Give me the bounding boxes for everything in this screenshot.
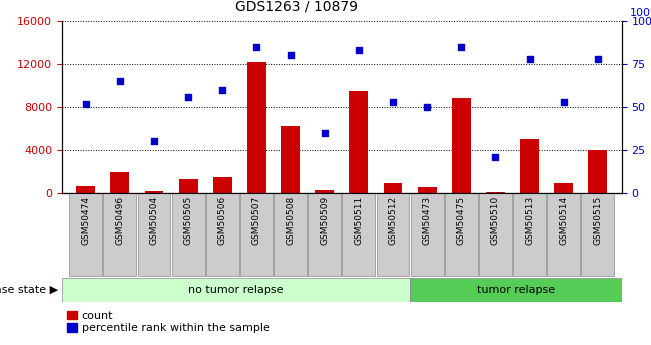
Text: GSM50475: GSM50475 bbox=[457, 196, 465, 245]
Point bbox=[183, 94, 193, 99]
Legend: count, percentile rank within the sample: count, percentile rank within the sample bbox=[68, 311, 270, 333]
Text: tumor relapse: tumor relapse bbox=[477, 285, 555, 295]
Bar bbox=[350, 91, 368, 193]
FancyBboxPatch shape bbox=[137, 193, 171, 276]
FancyBboxPatch shape bbox=[479, 193, 512, 276]
Point bbox=[456, 44, 467, 49]
Text: GSM50507: GSM50507 bbox=[252, 196, 261, 245]
Bar bbox=[520, 139, 539, 193]
Text: GSM50514: GSM50514 bbox=[559, 196, 568, 245]
Text: GSM50505: GSM50505 bbox=[184, 196, 193, 245]
Text: GSM50513: GSM50513 bbox=[525, 196, 534, 245]
Text: no tumor relapse: no tumor relapse bbox=[188, 285, 284, 295]
FancyBboxPatch shape bbox=[411, 193, 443, 276]
FancyBboxPatch shape bbox=[547, 193, 580, 276]
FancyBboxPatch shape bbox=[104, 193, 136, 276]
FancyBboxPatch shape bbox=[172, 193, 204, 276]
Bar bbox=[62, 278, 410, 302]
Point bbox=[490, 154, 501, 160]
Point bbox=[422, 104, 432, 110]
Bar bbox=[418, 187, 437, 193]
FancyBboxPatch shape bbox=[240, 193, 273, 276]
Point bbox=[592, 56, 603, 61]
Point bbox=[559, 99, 569, 105]
Text: GSM50508: GSM50508 bbox=[286, 196, 295, 245]
Bar bbox=[410, 278, 622, 302]
Bar bbox=[589, 150, 607, 193]
FancyBboxPatch shape bbox=[581, 193, 614, 276]
Point bbox=[115, 78, 125, 84]
FancyBboxPatch shape bbox=[376, 193, 409, 276]
Text: GDS1263 / 10879: GDS1263 / 10879 bbox=[235, 0, 357, 14]
Point bbox=[251, 44, 262, 49]
Text: 100%: 100% bbox=[630, 8, 651, 18]
Bar bbox=[452, 98, 471, 193]
Point bbox=[388, 99, 398, 105]
Text: GSM50512: GSM50512 bbox=[389, 196, 398, 245]
FancyBboxPatch shape bbox=[342, 193, 375, 276]
Bar bbox=[111, 171, 130, 193]
Text: GSM50504: GSM50504 bbox=[150, 196, 158, 245]
Bar bbox=[281, 126, 300, 193]
Bar bbox=[315, 190, 334, 193]
FancyBboxPatch shape bbox=[445, 193, 478, 276]
Text: GSM50515: GSM50515 bbox=[593, 196, 602, 245]
Bar bbox=[554, 184, 573, 193]
Text: GSM50511: GSM50511 bbox=[354, 196, 363, 245]
Point bbox=[320, 130, 330, 136]
Text: GSM50496: GSM50496 bbox=[115, 196, 124, 245]
Point bbox=[149, 139, 159, 144]
Bar bbox=[145, 191, 163, 193]
Bar bbox=[76, 186, 95, 193]
Bar bbox=[213, 177, 232, 193]
Bar bbox=[247, 62, 266, 193]
Text: GSM50506: GSM50506 bbox=[218, 196, 227, 245]
Point bbox=[524, 56, 534, 61]
Bar bbox=[383, 184, 402, 193]
FancyBboxPatch shape bbox=[513, 193, 546, 276]
Point bbox=[217, 87, 227, 92]
Point bbox=[285, 52, 296, 58]
Point bbox=[81, 101, 91, 106]
Bar bbox=[486, 191, 505, 193]
Point bbox=[353, 47, 364, 53]
Bar bbox=[179, 179, 197, 193]
FancyBboxPatch shape bbox=[70, 193, 102, 276]
Text: disease state ▶: disease state ▶ bbox=[0, 285, 59, 295]
FancyBboxPatch shape bbox=[274, 193, 307, 276]
FancyBboxPatch shape bbox=[309, 193, 341, 276]
Text: GSM50473: GSM50473 bbox=[422, 196, 432, 245]
FancyBboxPatch shape bbox=[206, 193, 239, 276]
Text: GSM50510: GSM50510 bbox=[491, 196, 500, 245]
Text: GSM50474: GSM50474 bbox=[81, 196, 90, 245]
Text: GSM50509: GSM50509 bbox=[320, 196, 329, 245]
